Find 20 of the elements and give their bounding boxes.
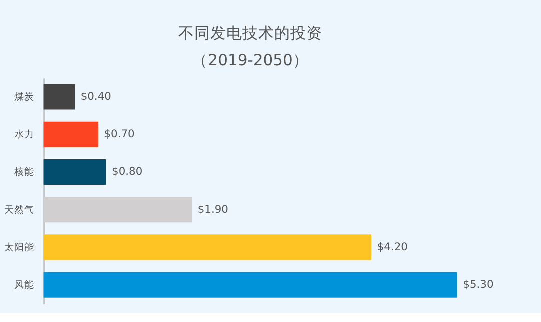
y-tick-label: 风能: [14, 279, 35, 292]
data-label: $0.80: [112, 165, 143, 178]
y-tick-label: 水力: [14, 128, 35, 141]
data-label: $1.90: [198, 202, 229, 216]
bar: [44, 84, 75, 110]
y-tick-label: 煤炭: [14, 90, 35, 103]
bar: [44, 122, 98, 148]
data-label: $4.20: [377, 240, 408, 254]
bar: [44, 159, 106, 186]
data-label: $0.40: [80, 90, 112, 103]
bar: [44, 234, 372, 260]
data-label: $5.30: [463, 278, 494, 292]
data-label: $0.70: [104, 128, 136, 141]
chart-subtitle: （2019-2050）: [192, 52, 309, 70]
y-tick-label: 太阳能: [4, 241, 35, 254]
bar: [44, 272, 458, 298]
bar: [44, 197, 192, 223]
y-tick-label: 核能: [14, 166, 35, 178]
y-tick-label: 天然气: [4, 204, 35, 216]
chart-title: 不同发电技术的投资: [178, 24, 323, 42]
